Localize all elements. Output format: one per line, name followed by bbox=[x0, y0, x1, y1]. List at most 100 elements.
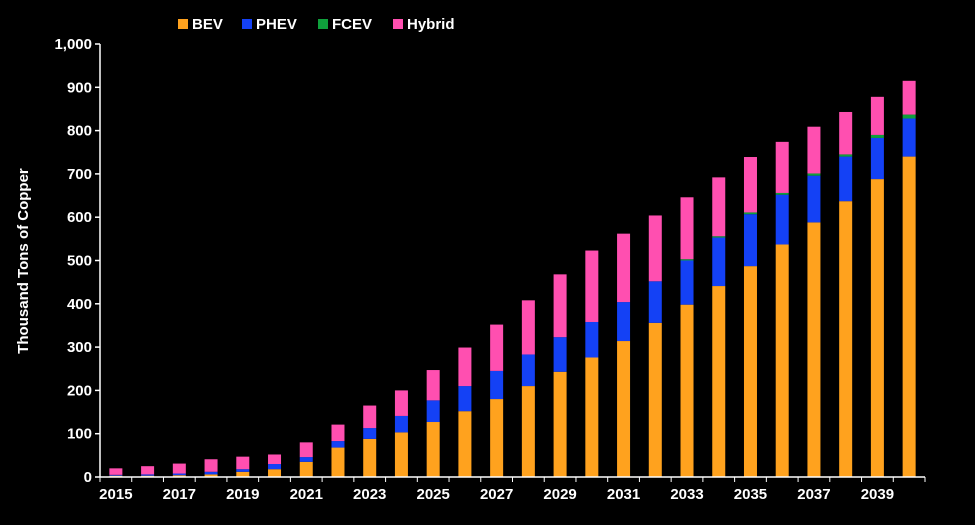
bar-segment-bev-2032 bbox=[648, 322, 662, 477]
bar-segment-hybrid-2032 bbox=[648, 215, 662, 282]
x-tick-label: 2029 bbox=[543, 486, 576, 503]
bar-segment-bev-2029 bbox=[553, 371, 567, 477]
bar-segment-bev-2036 bbox=[775, 244, 789, 477]
bar-segment-bev-2040 bbox=[902, 156, 916, 477]
bar-segment-phev-2029 bbox=[553, 337, 567, 372]
x-tick-label: 2037 bbox=[797, 486, 830, 503]
bar-segment-phev-2018 bbox=[204, 471, 218, 475]
bar-segment-phev-2039 bbox=[870, 137, 884, 180]
bar-segment-hybrid-2020 bbox=[268, 454, 282, 465]
bar-segment-phev-2015 bbox=[109, 474, 123, 476]
bar-segment-phev-2024 bbox=[394, 415, 408, 433]
x-tick-label: 2017 bbox=[163, 486, 196, 503]
bar-segment-fcev-2036 bbox=[775, 192, 789, 195]
bar-segment-phev-2038 bbox=[839, 156, 853, 202]
bar-segment-fcev-2038 bbox=[839, 154, 853, 157]
y-tick-label: 200 bbox=[67, 382, 92, 399]
x-tick-label: 2021 bbox=[290, 486, 323, 503]
bar-segment-fcev-2039 bbox=[870, 134, 884, 138]
bar-segment-bev-2021 bbox=[299, 461, 313, 477]
bar-segment-fcev-2037 bbox=[807, 173, 821, 176]
bar-segment-hybrid-2026 bbox=[458, 347, 472, 387]
x-tick-label: 2025 bbox=[416, 486, 449, 503]
x-tick-label: 2019 bbox=[226, 486, 259, 503]
bar-segment-bev-2039 bbox=[870, 179, 884, 477]
bar-segment-hybrid-2029 bbox=[553, 274, 567, 338]
bar-segment-fcev-2040 bbox=[902, 114, 916, 119]
legend-label-phev: PHEV bbox=[256, 16, 297, 33]
bar-segment-bev-2038 bbox=[839, 201, 853, 477]
y-tick-label: 0 bbox=[84, 469, 92, 486]
bar-segment-phev-2027 bbox=[490, 370, 504, 400]
bar-segment-phev-2017 bbox=[172, 473, 186, 476]
bar-segment-bev-2037 bbox=[807, 222, 821, 477]
x-tick-label: 2027 bbox=[480, 486, 513, 503]
bar-segment-phev-2028 bbox=[521, 354, 535, 387]
bar-segment-hybrid-2039 bbox=[870, 96, 884, 135]
bar-segment-bev-2020 bbox=[268, 469, 282, 477]
x-tick-label: 2023 bbox=[353, 486, 386, 503]
legend-swatch-fcev bbox=[318, 19, 328, 29]
bar-segment-phev-2021 bbox=[299, 457, 313, 462]
y-tick-label: 600 bbox=[67, 209, 92, 226]
legend-swatch-phev bbox=[242, 19, 252, 29]
bar-segment-bev-2017 bbox=[172, 475, 186, 477]
bar-segment-phev-2016 bbox=[141, 474, 155, 476]
bar-segment-hybrid-2027 bbox=[490, 324, 504, 371]
bar-segment-hybrid-2016 bbox=[141, 466, 155, 475]
bar-segment-phev-2023 bbox=[363, 428, 377, 439]
bar-segment-hybrid-2017 bbox=[172, 463, 186, 474]
bar-segment-hybrid-2040 bbox=[902, 80, 916, 115]
legend-label-bev: BEV bbox=[192, 16, 223, 33]
legend-swatch-hybrid bbox=[393, 19, 403, 29]
x-axis: 2015 2017 2019 2021 2023 2025 2027 2029 2031 2033… bbox=[99, 476, 926, 503]
bar-segment-phev-2026 bbox=[458, 386, 472, 412]
bar-segment-bev-2018 bbox=[204, 474, 218, 477]
bar-segment-phev-2020 bbox=[268, 464, 282, 470]
bar-segment-hybrid-2031 bbox=[617, 233, 631, 303]
bar-segment-bev-2030 bbox=[585, 357, 599, 477]
bar-segment-bev-2023 bbox=[363, 438, 377, 477]
bar-segment-hybrid-2021 bbox=[299, 442, 313, 458]
y-tick-label: 400 bbox=[67, 296, 92, 313]
bar-segment-hybrid-2023 bbox=[363, 405, 377, 429]
bar-segment-hybrid-2034 bbox=[712, 177, 726, 237]
x-tick-label: 2031 bbox=[607, 486, 640, 503]
bar-segment-bev-2035 bbox=[743, 266, 757, 477]
y-axis-label: Thousand Tons of Copper bbox=[15, 168, 32, 354]
bar-segment-bev-2028 bbox=[521, 386, 535, 477]
bar-segment-bev-2027 bbox=[490, 399, 504, 477]
y-axis: 0 100 200 300 400 500 600 700 800 900 1,000 bbox=[54, 36, 101, 486]
bar-segment-phev-2032 bbox=[648, 281, 662, 323]
bar-segment-phev-2040 bbox=[902, 118, 916, 157]
bar-segment-hybrid-2018 bbox=[204, 459, 218, 472]
bar-segment-hybrid-2024 bbox=[394, 390, 408, 416]
bar-segment-phev-2022 bbox=[331, 441, 345, 448]
bars bbox=[109, 80, 916, 477]
bar-segment-hybrid-2025 bbox=[426, 370, 440, 401]
bar-segment-hybrid-2015 bbox=[109, 468, 123, 475]
bar-segment-phev-2030 bbox=[585, 321, 599, 358]
legend-label-hybrid: Hybrid bbox=[407, 16, 455, 33]
bar-segment-bev-2019 bbox=[236, 471, 250, 477]
bar-segment-bev-2026 bbox=[458, 411, 472, 477]
bar-segment-bev-2022 bbox=[331, 447, 345, 477]
bar-segment-phev-2033 bbox=[680, 260, 694, 305]
y-tick-label: 1,000 bbox=[54, 36, 92, 53]
bar-segment-fcev-2035 bbox=[743, 212, 757, 215]
y-tick-label: 800 bbox=[67, 123, 92, 140]
legend-label-fcev: FCEV bbox=[332, 16, 372, 33]
y-tick-label: 300 bbox=[67, 339, 92, 356]
y-tick-label: 100 bbox=[67, 426, 92, 443]
bar-segment-fcev-2034 bbox=[712, 236, 726, 238]
bar-segment-phev-2025 bbox=[426, 400, 440, 423]
bar-segment-bev-2033 bbox=[680, 304, 694, 477]
bar-segment-bev-2024 bbox=[394, 432, 408, 477]
bar-segment-phev-2031 bbox=[617, 302, 631, 342]
bar-segment-bev-2025 bbox=[426, 422, 440, 477]
legend: BEV PHEV FCEV Hybrid bbox=[178, 16, 455, 33]
bar-segment-phev-2036 bbox=[775, 194, 789, 245]
bar-segment-phev-2035 bbox=[743, 214, 757, 267]
bar-segment-fcev-2033 bbox=[680, 259, 694, 261]
